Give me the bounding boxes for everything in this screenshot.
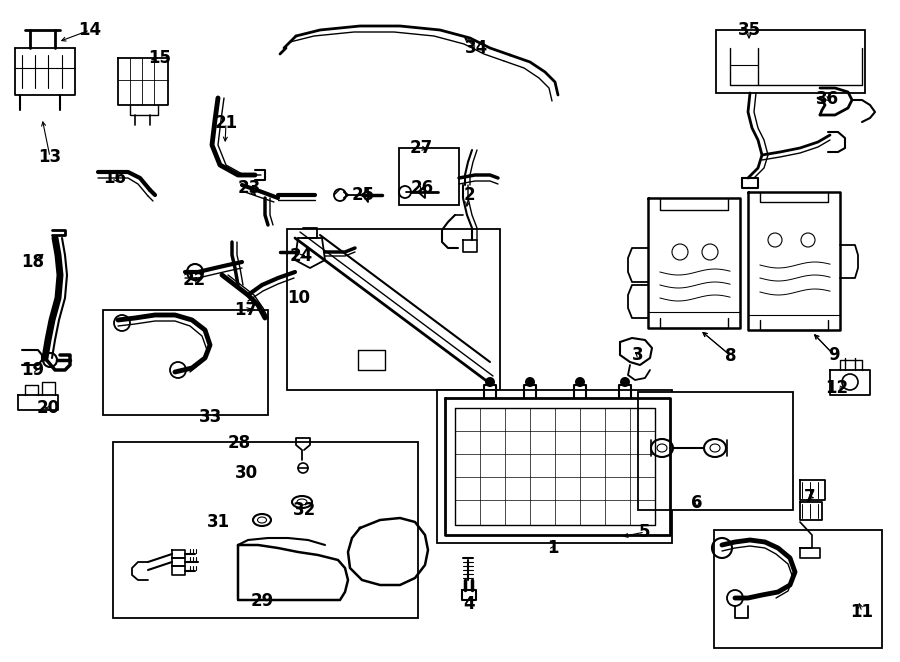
Text: 21: 21 [214,114,238,132]
Text: 18: 18 [22,253,44,271]
Text: 12: 12 [825,379,849,397]
Text: 1: 1 [547,539,559,557]
Text: 16: 16 [104,169,127,187]
Text: 7: 7 [805,488,815,506]
Text: 32: 32 [292,501,316,519]
Text: 22: 22 [183,271,205,289]
Bar [714,530,882,648]
Text: 30: 30 [234,464,257,482]
Text: 14: 14 [78,21,102,39]
Text: 35: 35 [737,21,760,39]
Text: 10: 10 [287,289,310,307]
Text: 20: 20 [36,399,59,417]
Text: 17: 17 [234,301,257,319]
Text: 24: 24 [290,247,312,265]
Circle shape [620,377,630,387]
Bar [716,30,865,93]
Text: 2: 2 [464,186,475,204]
Text: 5: 5 [639,523,651,541]
Circle shape [525,377,535,387]
Text: 6: 6 [691,494,703,512]
Bar [287,229,500,390]
Text: 27: 27 [410,139,433,157]
Circle shape [485,377,495,387]
Text: 4: 4 [464,595,475,613]
Text: 15: 15 [148,49,172,67]
Text: 26: 26 [410,179,434,197]
Text: 33: 33 [198,408,221,426]
Bar [103,310,268,415]
Text: 34: 34 [465,39,489,57]
Text: 28: 28 [228,434,250,452]
Text: 36: 36 [815,90,839,108]
Text: 31: 31 [206,513,230,531]
Bar [638,392,793,510]
Text: 3: 3 [632,346,644,364]
Text: 19: 19 [22,361,45,379]
Text: 25: 25 [351,186,374,204]
Circle shape [575,377,585,387]
Bar [399,148,459,205]
Text: 9: 9 [828,346,840,364]
Text: 29: 29 [250,592,274,610]
Text: 8: 8 [725,347,737,365]
Bar [113,442,418,618]
Bar [437,390,672,543]
Text: 13: 13 [39,148,61,166]
Text: 11: 11 [850,603,874,621]
Text: 23: 23 [238,179,261,197]
